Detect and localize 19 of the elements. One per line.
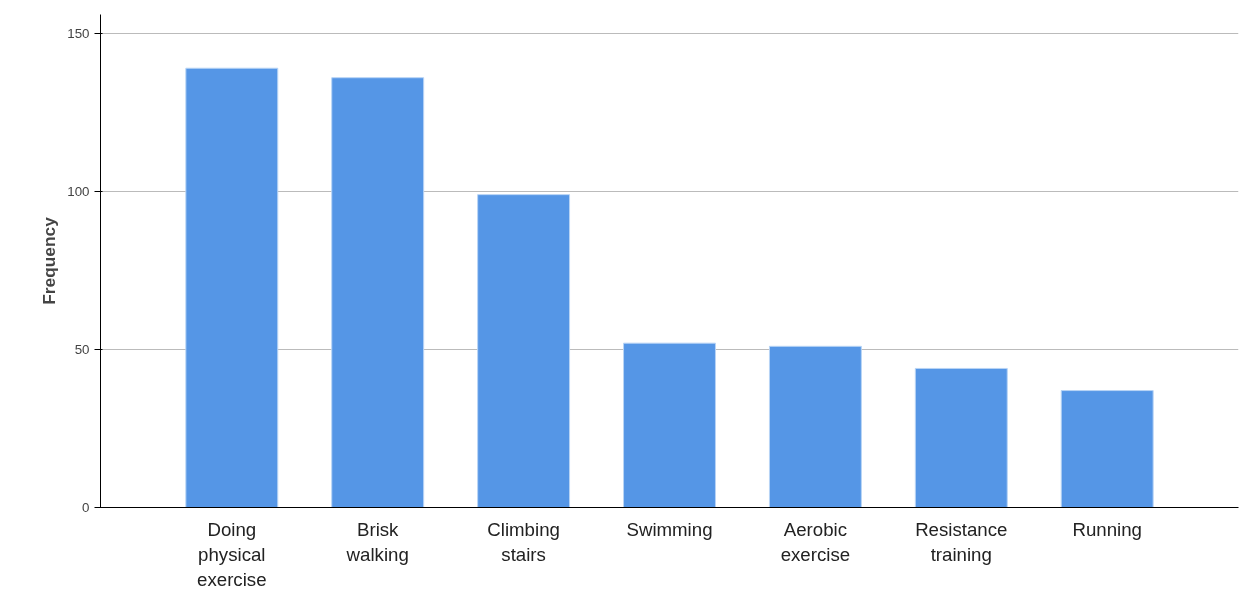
x-tick-label: Brisk walking [345, 518, 409, 565]
x-tick-label: Climbing stairs [487, 518, 560, 565]
bar [768, 345, 862, 508]
x-tick-label: Aerobic exercise [780, 518, 851, 565]
bar [477, 194, 571, 508]
x-tick-label: Swimming [626, 518, 713, 540]
bar [914, 367, 1008, 508]
y-tick-label: 0 [82, 500, 90, 515]
bar [331, 77, 425, 508]
y-tick-label: 100 [67, 183, 90, 199]
y-tick-label: 50 [74, 341, 90, 357]
bar [185, 67, 279, 508]
y-axis-title: Frequency [39, 216, 60, 305]
y-tick-label: 150 [67, 25, 90, 41]
x-tick-label: Resistance training [915, 518, 1008, 565]
bar [623, 342, 716, 508]
x-tick-label: Running [1072, 518, 1142, 540]
bar [1060, 390, 1154, 508]
x-tick-label: Doing physical exercise [197, 518, 267, 590]
